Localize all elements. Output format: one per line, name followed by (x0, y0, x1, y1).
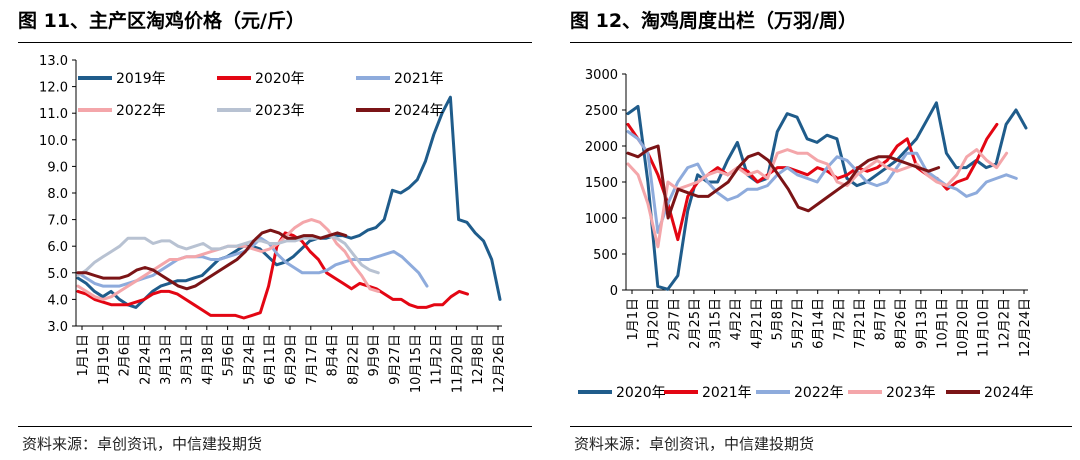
y-tick-label: 8.0 (47, 187, 68, 202)
legend-label: 2020年 (616, 385, 666, 401)
series-line-2024年 (626, 144, 941, 220)
legend-label: 2021年 (394, 71, 444, 87)
x-tick-label: 6月14日 (812, 298, 827, 349)
x-tick-label: 2月6日 (118, 334, 133, 377)
x-tick-label: 12月8日 (471, 334, 486, 385)
series-line-2021年 (76, 236, 429, 288)
left-title-rule (18, 42, 532, 43)
x-tick-label: 3月13日 (159, 334, 174, 385)
legend-label: 2023年 (255, 103, 305, 119)
x-tick-label: 9月13日 (915, 298, 930, 349)
y-tick-label: 12.0 (39, 81, 68, 96)
x-tick-label: 10月1日 (935, 298, 950, 349)
x-tick-label: 2月24日 (138, 334, 153, 385)
y-tick-label: 500 (593, 248, 618, 263)
x-tick-label: 2月25日 (688, 298, 703, 349)
x-tick-label: 11月2日 (430, 334, 445, 385)
x-tick-label: 1月19日 (97, 334, 112, 385)
legend-label: 2021年 (702, 385, 752, 401)
x-tick-label: 1月20日 (647, 298, 662, 349)
x-tick-label: 8月4日 (326, 334, 341, 377)
y-tick-label: 11.0 (39, 107, 68, 122)
y-tick-label: 6.0 (47, 240, 68, 255)
x-tick-label: 7月17日 (305, 334, 320, 385)
x-tick-label: 9月27日 (388, 334, 403, 385)
y-tick-label: 4.0 (47, 293, 68, 308)
x-tick-label: 12月2日 (997, 298, 1012, 349)
x-tick-label: 5月8日 (770, 298, 785, 341)
y-tick-label: 0 (610, 284, 618, 299)
x-tick-label: 12月26日 (492, 334, 507, 393)
x-tick-label: 5月6日 (222, 334, 237, 377)
y-tick-label: 2000 (585, 140, 618, 155)
legend-label: 2022年 (116, 103, 166, 119)
x-tick-label: 3月31日 (180, 334, 195, 385)
x-tick-label: 5月24日 (242, 334, 257, 385)
y-tick-label: 7.0 (47, 214, 68, 229)
x-tick-label: 8月22日 (346, 334, 361, 385)
series-line-2019年 (76, 95, 502, 309)
legend-label: 2019年 (116, 71, 166, 87)
series-line-2024年 (76, 228, 348, 291)
left-panel-title: 图 11、主产区淘鸡价格（元/斤） (18, 10, 305, 32)
x-tick-label: 8月7日 (874, 298, 889, 341)
x-tick-label: 9月9日 (367, 334, 382, 377)
legend-label: 2024年 (394, 103, 444, 119)
x-tick-label: 4月2日 (729, 298, 744, 341)
right-source-note: 资料来源：卓创资讯，中信建投期货 (574, 435, 815, 453)
chicken-slaughter-chart: 0 500 1000 1500 2000 2500 3000 1月1日 1月20日 2月7日 2月2… (578, 68, 1034, 401)
y-tick-label: 5.0 (47, 267, 68, 282)
x-tick-label: 8月26日 (894, 298, 909, 349)
x-tick-label: 10月20日 (956, 298, 971, 357)
chicken-price-chart: 3.0 4.0 5.0 6.0 7.0 8.0 9.0 10.0 11.0 12.0 13.0 1月1… (39, 54, 507, 393)
left-panel: 图 11、主产区淘鸡价格（元/斤） 3.0 4.0 5.0 6.0 7.0 8.0 9.0 1… (18, 10, 532, 453)
series-line-2022年 (76, 218, 380, 301)
series-line-2023年 (626, 148, 1009, 249)
x-tick-label: 7月21日 (853, 298, 868, 349)
series-line-2020年 (76, 231, 469, 320)
x-tick-label: 5月27日 (791, 298, 806, 349)
legend-label: 2020年 (255, 71, 305, 87)
right-panel: 图 12、淘鸡周度出栏（万羽/周） 0 500 1000 1500 2000 2500 30… (552, 0, 1080, 460)
x-tick-label: 11月20日 (450, 334, 465, 393)
x-tick-label: 2月7日 (667, 298, 682, 341)
right-panel-title: 图 12、淘鸡周度出栏（万羽/周） (570, 10, 857, 32)
y-tick-label: 2500 (585, 104, 618, 119)
x-tick-label: 11月10日 (977, 298, 992, 357)
x-tick-label: 1月1日 (626, 298, 641, 341)
y-tick-label: 1500 (585, 176, 618, 191)
x-tick-label: 3月15日 (709, 298, 724, 349)
x-tick-label: 4月21日 (750, 298, 765, 349)
legend-label: 2024年 (984, 385, 1034, 401)
x-tick-label: 7月2日 (832, 298, 847, 341)
y-tick-label: 10.0 (39, 134, 68, 149)
right-title-rule (570, 42, 1072, 43)
left-source-rule (18, 426, 532, 427)
x-tick-label: 10月15日 (409, 334, 424, 393)
legend-label: 2023年 (886, 385, 936, 401)
x-tick-label: 4月18日 (201, 334, 216, 385)
x-tick-label: 1月1日 (76, 334, 91, 377)
x-tick-label: 12月24日 (1018, 298, 1033, 357)
x-tick-label: 6月11日 (263, 334, 278, 385)
right-source-rule (570, 426, 1072, 427)
y-tick-label: 9.0 (47, 160, 68, 175)
y-tick-label: 13.0 (39, 54, 68, 69)
series-line-2022年 (626, 130, 1018, 234)
y-tick-label: 3000 (585, 68, 618, 83)
y-tick-label: 3.0 (47, 320, 68, 335)
left-source-note: 资料来源：卓创资讯，中信建投期货 (22, 435, 263, 453)
x-tick-label: 6月29日 (284, 334, 299, 385)
legend-label: 2022年 (794, 385, 844, 401)
y-tick-label: 1000 (585, 212, 618, 227)
